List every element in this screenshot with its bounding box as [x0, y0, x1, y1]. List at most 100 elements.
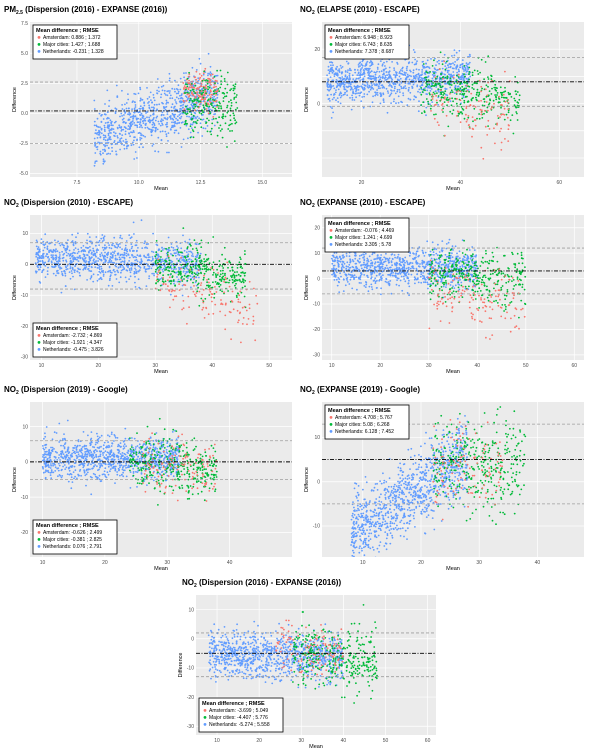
data-point-netherlands — [42, 240, 45, 243]
data-point-netherlands — [346, 94, 349, 97]
data-point-netherlands — [176, 276, 178, 278]
data-point-netherlands — [437, 90, 440, 93]
data-point-netherlands — [207, 74, 209, 77]
data-point-netherlands — [122, 254, 125, 256]
data-point-netherlands — [103, 235, 106, 238]
data-point-netherlands — [171, 121, 173, 124]
data-point-major_cities — [229, 119, 232, 122]
data-point-netherlands — [432, 79, 435, 82]
data-point-netherlands — [178, 114, 181, 116]
data-point-netherlands — [138, 261, 141, 264]
data-point-netherlands — [383, 87, 386, 89]
data-point-netherlands — [131, 123, 134, 125]
data-point-amsterdam — [207, 103, 210, 106]
data-point-netherlands — [39, 266, 42, 269]
data-point-major_cities — [230, 104, 233, 107]
data-point-netherlands — [330, 64, 332, 67]
data-point-netherlands — [354, 71, 357, 74]
data-point-amsterdam — [214, 79, 217, 82]
data-point-netherlands — [418, 246, 421, 249]
data-point-netherlands — [170, 261, 172, 264]
data-point-amsterdam — [241, 306, 244, 309]
data-point-netherlands — [166, 118, 169, 121]
data-point-major_cities — [470, 99, 473, 102]
data-point-amsterdam — [210, 293, 213, 295]
data-point-netherlands — [426, 89, 429, 92]
data-point-major_cities — [191, 129, 194, 131]
data-point-netherlands — [125, 254, 128, 257]
data-point-major_cities — [239, 256, 242, 259]
data-point-netherlands — [121, 108, 124, 110]
data-point-major_cities — [181, 275, 184, 278]
data-point-major_cities — [230, 99, 232, 102]
data-point-major_cities — [238, 278, 241, 281]
data-point-amsterdam — [466, 90, 469, 92]
data-point-amsterdam — [430, 110, 432, 112]
data-point-major_cities — [477, 95, 480, 97]
data-point-netherlands — [123, 257, 126, 260]
legend-box — [32, 322, 118, 358]
data-point-amsterdam — [208, 78, 211, 80]
data-point-netherlands — [161, 122, 164, 125]
data-point-netherlands — [139, 99, 142, 102]
data-point-netherlands — [441, 240, 444, 243]
data-point-netherlands — [100, 237, 103, 240]
data-point-netherlands — [420, 77, 423, 79]
data-point-netherlands — [66, 268, 69, 270]
data-point-major_cities — [207, 88, 210, 91]
data-point-major_cities — [203, 106, 205, 109]
data-point-major_cities — [200, 297, 203, 300]
data-point-netherlands — [369, 88, 372, 91]
data-point-netherlands — [428, 253, 430, 256]
data-point-major_cities — [489, 98, 491, 101]
data-point-netherlands — [467, 66, 469, 69]
data-point-netherlands — [420, 88, 423, 91]
data-point-major_cities — [463, 101, 466, 104]
data-point-netherlands — [340, 94, 343, 97]
data-point-netherlands — [198, 276, 200, 279]
data-point-amsterdam — [185, 100, 188, 102]
data-point-netherlands — [127, 253, 129, 256]
data-point-amsterdam — [238, 294, 241, 297]
data-point-netherlands — [374, 73, 377, 76]
data-point-major_cities — [200, 126, 203, 129]
data-point-amsterdam — [496, 123, 498, 126]
data-point-netherlands — [160, 258, 163, 261]
data-point-netherlands — [62, 254, 65, 256]
data-point-major_cities — [212, 271, 215, 274]
data-point-netherlands — [151, 101, 154, 104]
data-point-netherlands — [83, 249, 86, 252]
data-point-netherlands — [188, 258, 191, 260]
data-point-major_cities — [501, 94, 503, 97]
data-point-netherlands — [151, 130, 154, 133]
data-point-netherlands — [192, 117, 195, 120]
data-point-netherlands — [336, 82, 339, 85]
data-point-netherlands — [132, 221, 135, 224]
data-point-netherlands — [130, 243, 133, 246]
data-point-major_cities — [188, 99, 191, 102]
data-point-netherlands — [166, 113, 169, 115]
data-point-netherlands — [446, 255, 448, 258]
data-point-netherlands — [117, 271, 120, 274]
data-point-netherlands — [98, 134, 101, 136]
data-point-netherlands — [346, 81, 348, 84]
data-point-netherlands — [35, 271, 38, 274]
data-point-major_cities — [194, 92, 197, 95]
data-point-amsterdam — [444, 134, 446, 137]
data-point-netherlands — [183, 249, 186, 252]
data-point-netherlands — [144, 270, 147, 273]
data-point-netherlands — [168, 77, 171, 80]
data-point-netherlands — [348, 263, 351, 266]
data-point-netherlands — [111, 146, 113, 149]
data-point-netherlands — [152, 118, 155, 120]
data-point-major_cities — [437, 95, 440, 97]
data-point-major_cities — [190, 270, 192, 273]
data-point-netherlands — [158, 90, 160, 93]
data-point-netherlands — [394, 275, 397, 278]
data-point-netherlands — [113, 131, 115, 134]
data-point-major_cities — [228, 281, 230, 284]
data-point-netherlands — [338, 278, 341, 280]
data-point-major_cities — [503, 91, 505, 93]
data-point-netherlands — [385, 78, 388, 81]
data-point-netherlands — [371, 86, 374, 89]
